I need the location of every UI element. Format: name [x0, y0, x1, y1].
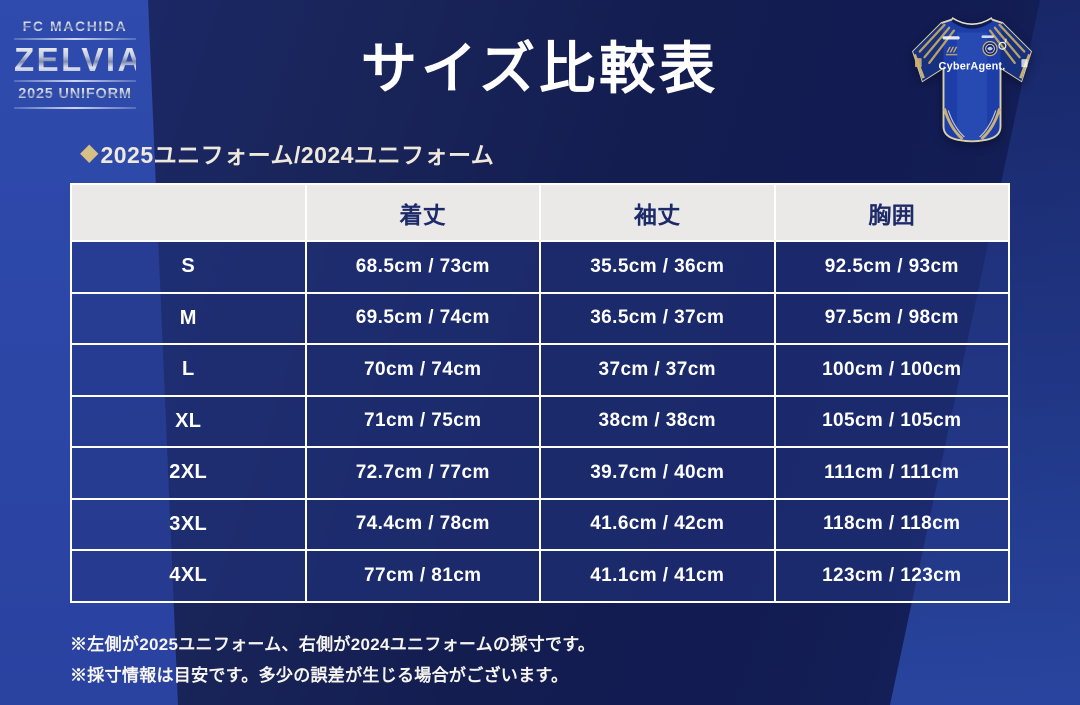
- logo-divider: [14, 80, 136, 83]
- diamond-bullet-icon: ◆: [80, 139, 99, 166]
- club-logo-team-name: FC MACHIDA: [14, 18, 136, 35]
- row-length-value: 70cm / 74cm: [305, 344, 540, 396]
- table-header-chest: 胸囲: [774, 184, 1009, 241]
- row-chest-value: 100cm / 100cm: [774, 344, 1009, 396]
- jersey-collar: [951, 16, 993, 29]
- row-sleeve-value: 39.7cm / 40cm: [540, 447, 775, 499]
- row-sleeve-value: 35.5cm / 36cm: [540, 241, 775, 293]
- row-chest-value: 111cm / 111cm: [774, 447, 1009, 499]
- club-crest-icon: [982, 41, 998, 57]
- row-size-label: M: [71, 292, 306, 344]
- hem-swoosh-left-inner: [947, 110, 965, 138]
- row-length-value: 71cm / 75cm: [305, 395, 540, 447]
- section-heading-text: 2025ユニフォーム/2024ユニフォーム: [100, 142, 495, 168]
- left-sleeve-patch-icon: [915, 58, 922, 68]
- row-sleeve-value: 37cm / 37cm: [540, 344, 775, 396]
- row-chest-value: 123cm / 123cm: [774, 550, 1009, 602]
- row-length-value: 69.5cm / 74cm: [305, 292, 540, 344]
- row-length-value: 74.4cm / 78cm: [305, 498, 540, 550]
- footnote-line-1: ※左側が2025ユニフォーム、右側が2024ユニフォームの採寸です。: [70, 635, 596, 654]
- club-logo-wordmark: ZELVIA: [14, 40, 144, 78]
- hem-swoosh-right: [980, 108, 1001, 140]
- jersey-collar-trim: [951, 17, 993, 25]
- row-length-value: 68.5cm / 73cm: [305, 241, 540, 293]
- row-size-label: 2XL: [71, 447, 306, 499]
- row-sleeve-value: 41.6cm / 42cm: [540, 498, 775, 550]
- row-sleeve-value: 36.5cm / 37cm: [540, 292, 775, 344]
- section-heading: ◆ 2025ユニフォーム/2024ユニフォーム: [80, 136, 494, 170]
- sponsor-text: CyberAgent.: [939, 61, 1006, 73]
- row-sleeve-value: 41.1cm / 41cm: [540, 550, 775, 602]
- shoulder-stripes-left-icon: [918, 23, 956, 65]
- row-length-value: 72.7cm / 77cm: [305, 447, 540, 499]
- row-size-label: 3XL: [71, 498, 306, 550]
- shoulder-stripes-right-icon: [988, 23, 1026, 65]
- size-comparison-table: 着丈 袖丈 胸囲 S 68.5cm / 73cm 35.5cm / 36cm 9…: [70, 183, 1010, 603]
- row-size-label: L: [71, 344, 306, 396]
- logo-divider: [14, 106, 136, 109]
- hem-swoosh-right-inner: [979, 110, 997, 138]
- white-crest-wordmark-icon: [981, 35, 994, 39]
- row-size-label: XL: [71, 395, 306, 447]
- table-header-blank: [71, 184, 306, 241]
- club-logo-uniform-year: 2025 UNIFORM: [14, 85, 136, 103]
- gold-brand-mark-icon: [945, 46, 958, 56]
- table-header-length: 着丈: [305, 184, 540, 241]
- row-chest-value: 118cm / 118cm: [774, 498, 1009, 550]
- page-title: サイズ比較表: [360, 37, 720, 100]
- white-wordmark-icon: [942, 36, 960, 40]
- right-sleeve-patch-icon: [1021, 59, 1028, 68]
- footnote-line-2: ※採寸情報は目安です。多少の誤差が生じる場合がございます。: [70, 665, 569, 685]
- jersey-center-panel: [956, 32, 988, 141]
- logo-divider: [14, 37, 136, 40]
- row-chest-value: 105cm / 105cm: [774, 395, 1009, 447]
- club-logo: FC MACHIDA ZELVIA 2025 UNIFORM: [14, 18, 144, 112]
- row-chest-value: 92.5cm / 93cm: [774, 241, 1009, 293]
- row-sleeve-value: 38cm / 38cm: [540, 395, 775, 447]
- hem-swoosh-left: [943, 108, 964, 140]
- uniform-jersey-image: CyberAgent.: [912, 16, 1032, 143]
- row-chest-value: 97.5cm / 98cm: [774, 292, 1009, 344]
- row-size-label: 4XL: [71, 550, 306, 602]
- supplier-logo-icon: [998, 38, 1007, 50]
- table-header-sleeve: 袖丈: [540, 184, 775, 241]
- footnotes: ※左側が2025ユニフォーム、右側が2024ユニフォームの採寸です。 ※採寸情報…: [70, 630, 595, 691]
- row-size-label: S: [71, 241, 306, 293]
- row-length-value: 77cm / 81cm: [305, 550, 540, 602]
